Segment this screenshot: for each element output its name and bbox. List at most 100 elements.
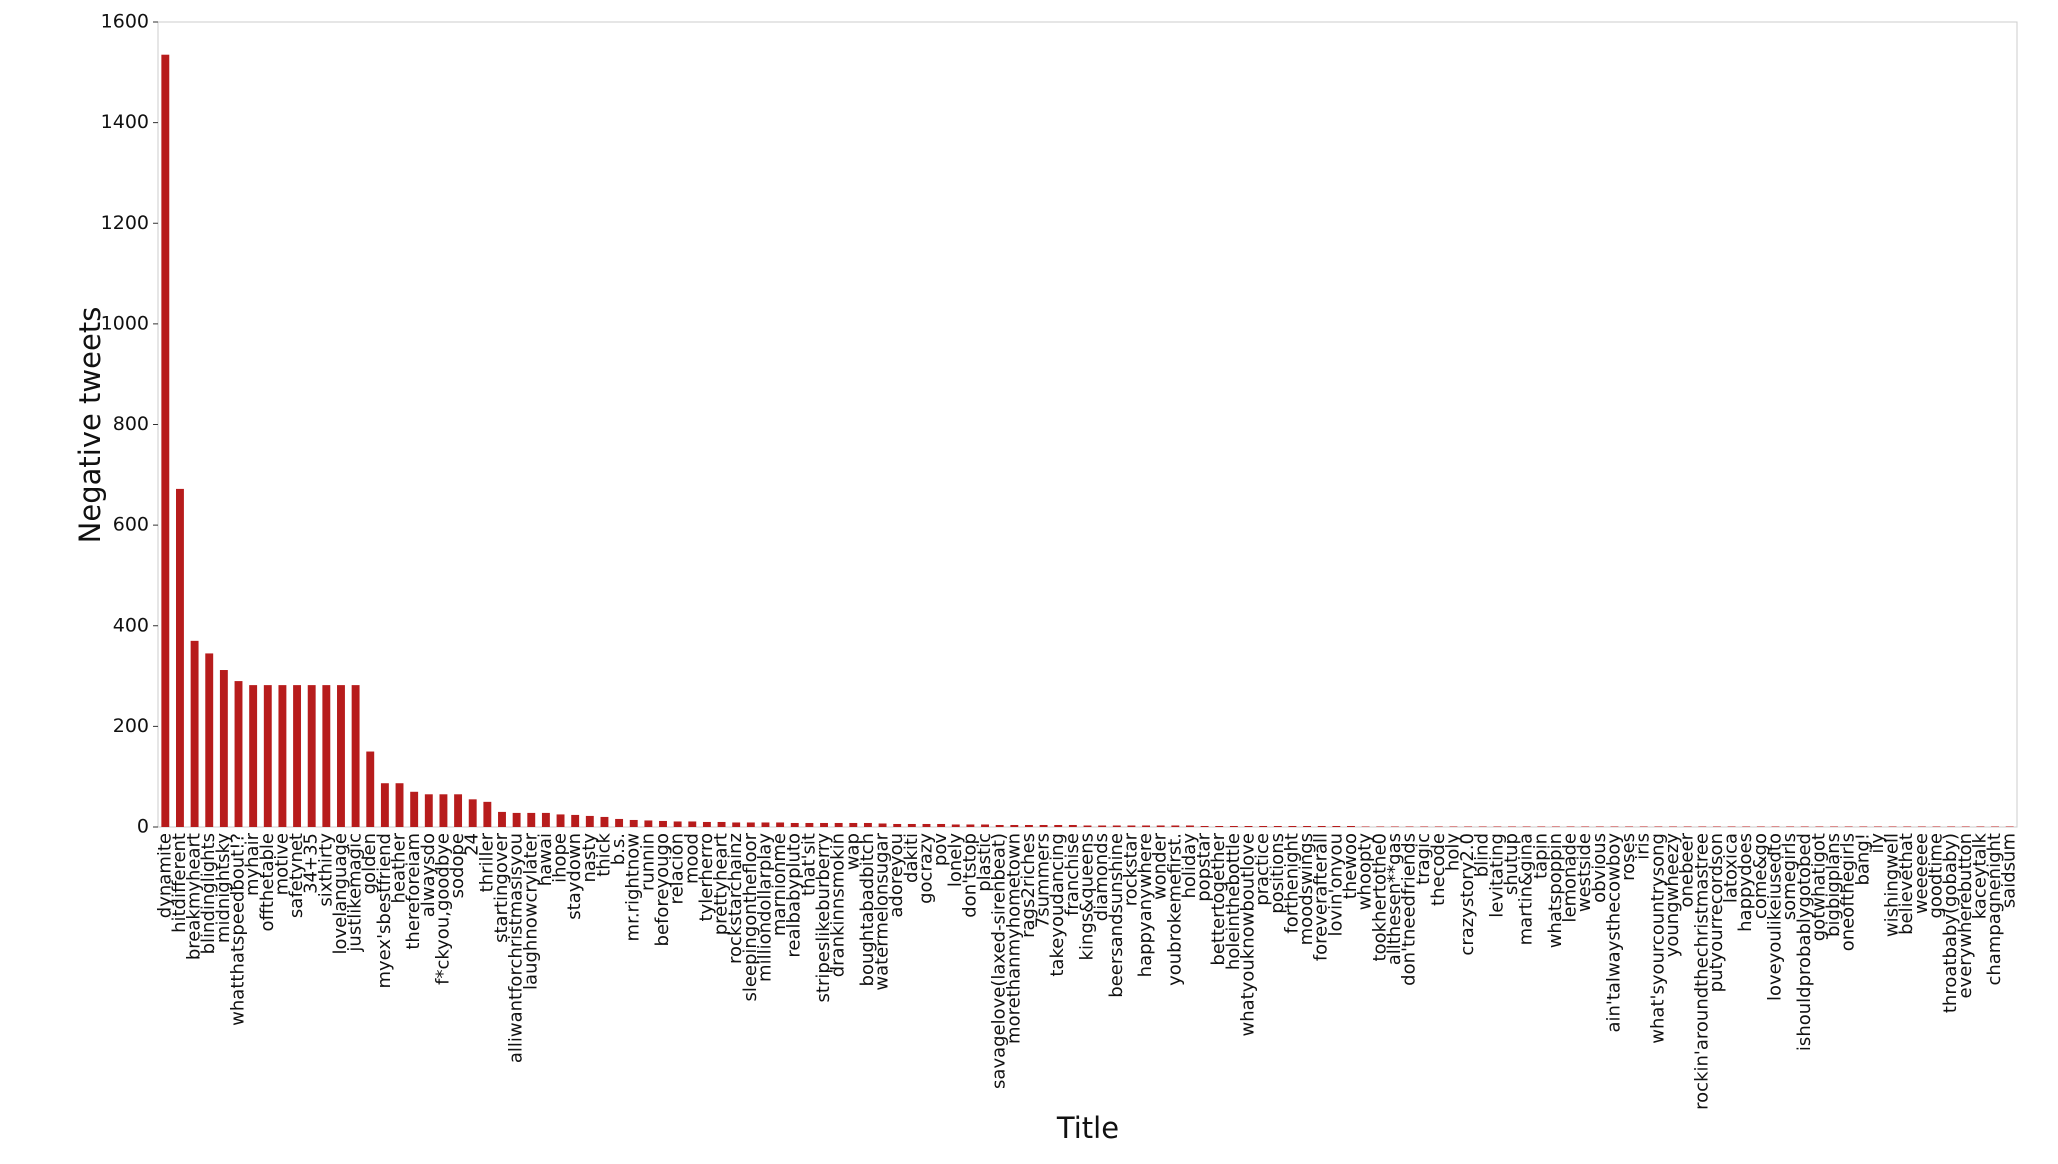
bar bbox=[1991, 826, 1999, 827]
x-tick-label: that'sit bbox=[798, 833, 819, 896]
x-tick-label: forthenight bbox=[1281, 833, 1302, 934]
bar bbox=[205, 653, 214, 827]
x-tick-label: lemonade bbox=[1560, 833, 1581, 923]
bar bbox=[1171, 825, 1180, 827]
bar bbox=[176, 488, 184, 827]
x-tick-label: thewoo bbox=[1340, 833, 1361, 899]
y-tick-label: 600 bbox=[113, 514, 149, 536]
bar bbox=[161, 54, 170, 827]
x-tick-label: tapin bbox=[1530, 833, 1551, 879]
x-tick-label: don'tstop bbox=[959, 833, 980, 918]
x-tick-label: myex'sbestfriend bbox=[374, 833, 395, 989]
x-tick-label: crazystory2.0 bbox=[1457, 833, 1478, 956]
x-tick-label: nasty bbox=[579, 833, 600, 883]
bar bbox=[951, 824, 960, 827]
bar bbox=[966, 824, 975, 827]
x-tick-label: happyanywhere bbox=[1135, 833, 1156, 977]
bar bbox=[1229, 825, 1238, 827]
bar bbox=[556, 814, 565, 827]
x-axis-label: Title bbox=[1056, 1111, 1119, 1145]
x-tick-label: morethanmyhometown bbox=[1003, 833, 1024, 1044]
x-tick-label: milliondollarplay bbox=[754, 833, 775, 982]
x-tick-label: oneofthegirls bbox=[1838, 833, 1859, 951]
bar bbox=[893, 823, 902, 827]
x-tick-label: allthesen**gas bbox=[1384, 833, 1405, 965]
x-tick-label: rockin'aroundthechristmastree bbox=[1691, 833, 1712, 1110]
x-tick-label: whatyouknowboutlove bbox=[1238, 833, 1259, 1037]
x-tick-label: levitating bbox=[1486, 833, 1507, 918]
bar bbox=[1654, 826, 1663, 827]
bar bbox=[1888, 826, 1897, 827]
x-tick-label: b.s. bbox=[608, 833, 629, 865]
bar bbox=[600, 816, 609, 827]
x-tick-label: pov bbox=[930, 833, 951, 866]
x-tick-label: sixthirty bbox=[315, 833, 336, 907]
bar bbox=[1581, 826, 1590, 827]
x-tick-label: hitdifferent bbox=[169, 833, 190, 933]
x-tick-label: justlikemagic bbox=[345, 833, 366, 953]
x-tick-label: takeyoudancing bbox=[1047, 833, 1068, 977]
bar bbox=[512, 812, 521, 827]
bar bbox=[878, 823, 887, 827]
bar bbox=[219, 670, 228, 827]
x-tick-label: ain'talwaysthecowboy bbox=[1603, 833, 1624, 1033]
x-tick-label: thriller bbox=[476, 832, 497, 892]
x-tick-label: martin&gina bbox=[1516, 833, 1537, 945]
x-tick-label: boughtabadbitch bbox=[857, 833, 878, 986]
bar bbox=[1054, 824, 1063, 827]
x-tick-label: blindinglights bbox=[198, 833, 219, 954]
x-tick-label: whatspoppin bbox=[1545, 833, 1566, 948]
bar bbox=[1771, 826, 1780, 827]
x-tick-label: weeeeee bbox=[1911, 833, 1932, 914]
x-tick-label: everywherebutton bbox=[1955, 833, 1976, 999]
x-tick-label: sodope bbox=[447, 833, 468, 898]
bar bbox=[1405, 826, 1414, 827]
x-tick-label: f*ckyou,goodbye bbox=[432, 833, 453, 985]
x-tick-label: obvious bbox=[1589, 833, 1610, 903]
x-tick-label: dynamite bbox=[154, 833, 175, 918]
x-tick-label: tylerherro bbox=[696, 833, 717, 921]
bar bbox=[1610, 826, 1619, 827]
bar bbox=[820, 822, 828, 827]
bar bbox=[1932, 826, 1941, 827]
x-tick-label: alliwantforchristmasisyou bbox=[506, 833, 527, 1063]
bar bbox=[937, 823, 946, 827]
x-tick-label: lovin'onyou bbox=[1325, 833, 1346, 937]
bar bbox=[1215, 825, 1224, 827]
bar bbox=[995, 824, 1004, 827]
y-tick-label: 1200 bbox=[101, 212, 149, 234]
x-tick-label: gotwhatigot bbox=[1808, 833, 1829, 941]
bar bbox=[483, 801, 492, 827]
bar bbox=[732, 822, 741, 827]
x-tick-label: savagelove(laxed-sirenbeat) bbox=[989, 833, 1010, 1089]
bar bbox=[1903, 826, 1912, 827]
bar bbox=[1859, 826, 1868, 827]
bar bbox=[366, 751, 375, 827]
bar bbox=[498, 811, 506, 827]
bar bbox=[1464, 826, 1473, 827]
bar bbox=[1200, 825, 1209, 827]
bar bbox=[922, 823, 931, 827]
x-tick-label: what'syourcountrysong bbox=[1647, 833, 1668, 1044]
bar bbox=[1112, 825, 1121, 827]
y-tick-label: 0 bbox=[137, 816, 149, 838]
bar bbox=[907, 823, 916, 827]
x-tick-label: prettyheart bbox=[711, 833, 732, 935]
x-tick-label: holiday bbox=[1179, 833, 1200, 899]
x-tick-label: moodswings bbox=[1296, 833, 1317, 945]
x-tick-label: throatbaby(gobaby) bbox=[1940, 833, 1961, 1013]
bar bbox=[1317, 825, 1326, 827]
bar bbox=[1947, 826, 1956, 827]
x-tick-label: sleepingonthefloor bbox=[740, 832, 761, 1001]
bar bbox=[1815, 826, 1824, 827]
x-tick-label: adoreyou bbox=[886, 833, 907, 918]
bar bbox=[1186, 825, 1194, 827]
bar bbox=[805, 822, 814, 827]
bar bbox=[278, 685, 287, 827]
bar bbox=[263, 685, 272, 827]
x-tick-label: holy bbox=[1442, 833, 1463, 871]
bar bbox=[1508, 826, 1516, 827]
x-tick-label: rockstar bbox=[1120, 832, 1141, 906]
x-tick-label: dakiti bbox=[901, 833, 922, 883]
x-tick-label: somegirls bbox=[1779, 833, 1800, 920]
